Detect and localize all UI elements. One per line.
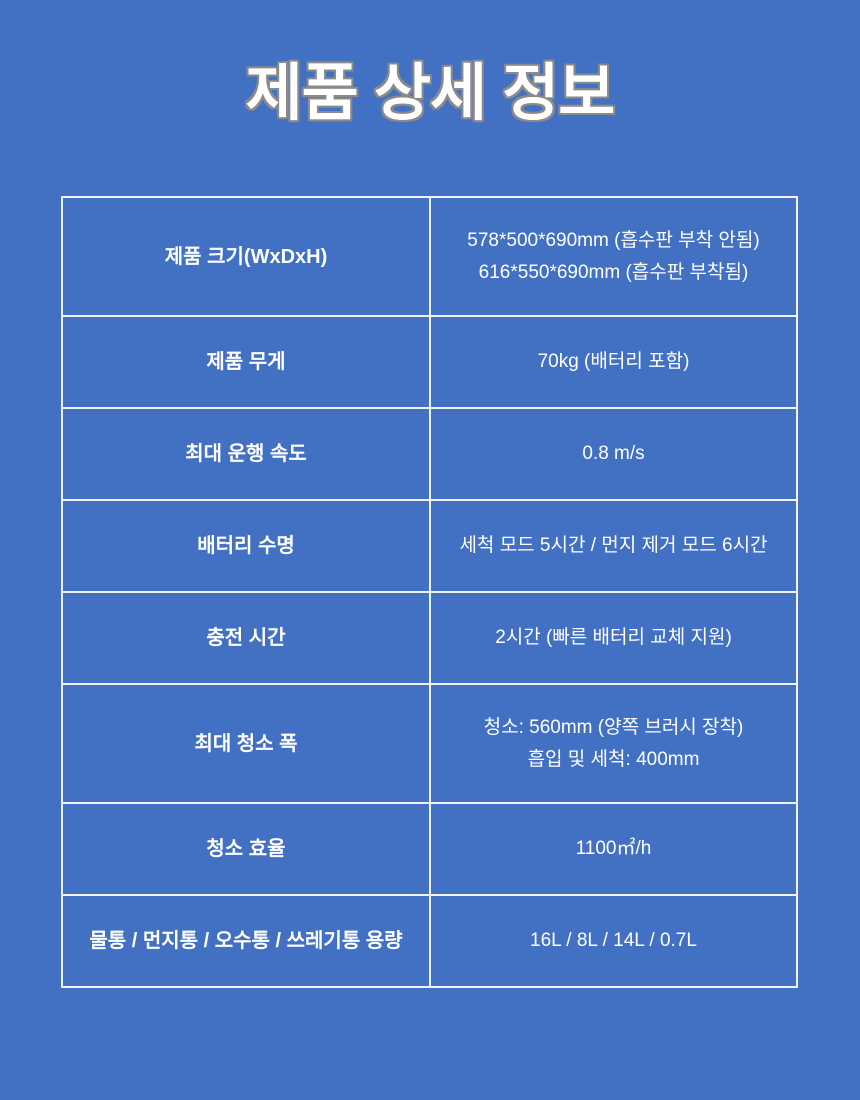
spec-label-max-speed: 최대 운행 속도	[63, 409, 429, 499]
spec-value-line: 616*550*690mm (흡수판 부착됨)	[478, 261, 749, 283]
spec-value-line: 16L / 8L / 14L / 0.7L	[530, 930, 697, 951]
spec-value-line: 세척 모드 5시간 / 먼지 제거 모드 6시간	[459, 535, 768, 556]
spec-label-charge-time: 충전 시간	[63, 593, 429, 683]
spec-label-text: 최대 청소 폭	[194, 732, 298, 755]
spec-value-cleaning-efficiency: 1100㎡/h	[431, 804, 796, 894]
spec-value-product-weight: 70kg (배터리 포함)	[431, 317, 796, 407]
spec-label-battery-life: 배터리 수명	[63, 501, 429, 591]
spec-value-product-size: 578*500*690mm (흡수판 부착 안됨) 616*550*690mm …	[431, 198, 796, 315]
spec-label-text: 제품 크기(WxDxH)	[164, 245, 328, 268]
spec-label-cleaning-efficiency: 청소 효율	[63, 804, 429, 894]
spec-value-line: 1100㎡/h	[575, 838, 652, 859]
spec-label-text: 배터리 수명	[197, 535, 295, 557]
spec-label-text: 제품 무게	[206, 351, 286, 373]
spec-value-line: 70kg (배터리 포함)	[537, 351, 690, 372]
page-title: 제품 상세 정보	[245, 59, 616, 128]
spec-label-product-size: 제품 크기(WxDxH)	[63, 198, 429, 315]
spec-value-line: 0.8 m/s	[582, 443, 645, 464]
spec-value-battery-life: 세척 모드 5시간 / 먼지 제거 모드 6시간	[431, 501, 796, 591]
spec-label-tank-capacity: 물통 / 먼지통 / 오수통 / 쓰레기통 용량	[63, 896, 429, 986]
spec-label-max-cleaning-width: 최대 청소 폭	[63, 685, 429, 802]
spec-value-max-speed: 0.8 m/s	[431, 409, 796, 499]
product-spec-table: 제품 크기(WxDxH) 578*500*690mm (흡수판 부착 안됨) 6…	[61, 196, 798, 988]
spec-label-text: 최대 운행 속도	[185, 443, 307, 465]
spec-value-line: 2시간 (빠른 배터리 교체 지원)	[495, 627, 732, 648]
spec-value-max-cleaning-width: 청소: 560mm (양쪽 브러시 장착) 흡입 및 세척: 400mm	[431, 685, 796, 802]
spec-value-line: 흡입 및 세척: 400mm	[527, 748, 700, 770]
spec-label-product-weight: 제품 무게	[63, 317, 429, 407]
spec-label-text: 물통 / 먼지통 / 오수통 / 쓰레기통 용량	[89, 930, 403, 952]
spec-value-line: 578*500*690mm (흡수판 부착 안됨)	[467, 229, 760, 251]
spec-label-text: 충전 시간	[206, 627, 286, 649]
spec-value-tank-capacity: 16L / 8L / 14L / 0.7L	[431, 896, 796, 986]
spec-value-charge-time: 2시간 (빠른 배터리 교체 지원)	[431, 593, 796, 683]
spec-value-line: 청소: 560mm (양쪽 브러시 장착)	[483, 716, 744, 738]
spec-label-text: 청소 효율	[206, 838, 286, 860]
